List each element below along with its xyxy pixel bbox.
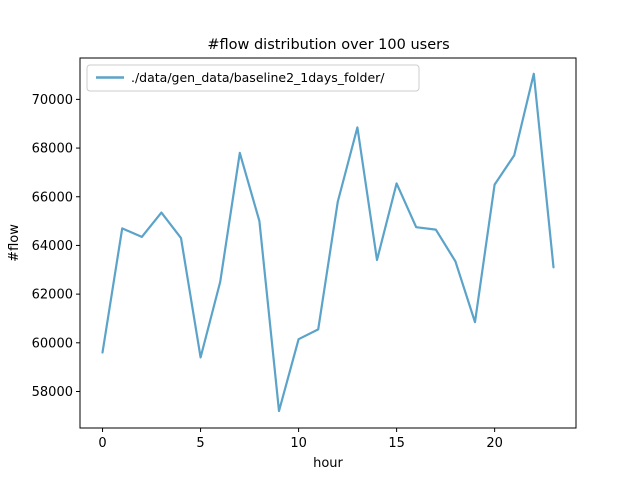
legend-label: ./data/gen_data/baseline2_1days_folder/ bbox=[131, 70, 385, 85]
legend-box bbox=[86, 64, 420, 92]
y-axis: 58000 60000 62000 64000 66000 68000 70000 bbox=[32, 93, 80, 400]
legend: ./data/gen_data/baseline2_1days_folder/ bbox=[86, 64, 420, 92]
series-line bbox=[101, 72, 555, 413]
chart-title: #flow distribution over 100 users bbox=[207, 37, 449, 53]
y-tick-label: 64000 bbox=[32, 239, 73, 254]
y-axis-label: #flow bbox=[7, 224, 22, 262]
y-tick-label: 66000 bbox=[32, 190, 73, 205]
y-tick-label: 62000 bbox=[32, 288, 73, 303]
y-tick-label: 60000 bbox=[32, 336, 73, 351]
x-tick-label: 20 bbox=[486, 436, 503, 451]
x-tick-label: 5 bbox=[196, 436, 204, 451]
y-tick-label: 58000 bbox=[32, 385, 73, 400]
y-tick-label: 70000 bbox=[32, 93, 73, 108]
x-tick-label: 15 bbox=[388, 436, 405, 451]
y-tick-label: 68000 bbox=[32, 142, 73, 157]
series-layer bbox=[101, 72, 555, 413]
x-axis: 0 5 10 15 20 bbox=[98, 428, 503, 451]
x-axis-label: hour bbox=[313, 456, 343, 471]
x-tick-label: 10 bbox=[290, 436, 307, 451]
x-tick-label: 0 bbox=[98, 436, 106, 451]
plot-area bbox=[79, 57, 577, 429]
